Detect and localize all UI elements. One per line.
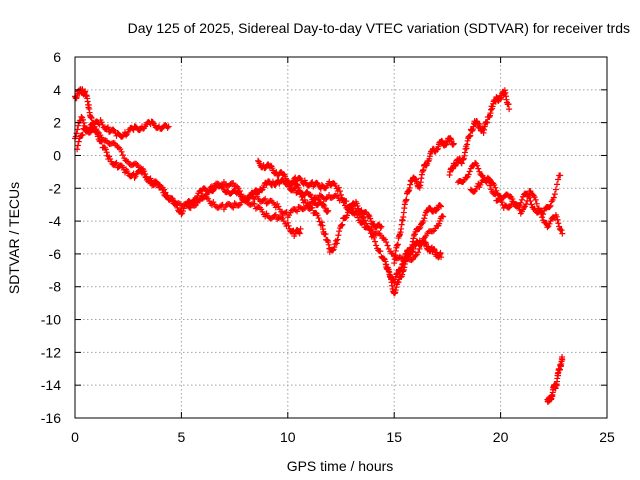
y-tick-label: 6 xyxy=(53,49,61,65)
data-point-markers xyxy=(255,157,332,215)
x-tick-label: 5 xyxy=(178,429,186,445)
data-point-markers xyxy=(382,237,445,297)
data-point-markers xyxy=(446,87,513,179)
plot-frame xyxy=(74,56,608,419)
data-point-markers xyxy=(467,174,566,237)
y-tick-label: -12 xyxy=(41,344,61,360)
x-tick-label: 10 xyxy=(280,429,296,445)
y-tick-label: -8 xyxy=(49,279,62,295)
x-axis-label: GPS time / hours xyxy=(287,458,394,474)
data-point-markers xyxy=(72,86,445,287)
x-tick-label: 25 xyxy=(599,429,615,445)
series-trace-a xyxy=(72,86,445,287)
y-tick-label: 2 xyxy=(53,115,61,131)
data-point-markers xyxy=(74,117,172,153)
grid xyxy=(75,57,607,418)
series-trace-l xyxy=(544,353,566,405)
y-tick-label: -16 xyxy=(41,410,61,426)
x-tick-labels: 0 5 10 15 20 25 xyxy=(71,429,615,445)
series-trace-h xyxy=(391,135,457,267)
series-trace-g xyxy=(382,237,445,297)
chart-title: Day 125 of 2025, Sidereal Day-to-day VTE… xyxy=(128,20,630,36)
y-tick-label: -2 xyxy=(49,180,62,196)
y-tick-label: 4 xyxy=(53,82,61,98)
series-trace-k xyxy=(467,174,566,237)
data-point-markers xyxy=(189,178,304,240)
y-axis-label: SDTVAR / TECUs xyxy=(6,182,22,294)
data-marks xyxy=(72,86,566,405)
data-point-markers xyxy=(544,353,566,405)
y-tick-label: -10 xyxy=(41,312,61,328)
y-tick-label: -6 xyxy=(49,246,62,262)
series-trace-c xyxy=(74,117,172,153)
series-trace-i xyxy=(446,87,513,179)
x-tick-label: 0 xyxy=(71,429,79,445)
series-trace-e xyxy=(255,157,332,215)
series-trace-f xyxy=(284,180,385,256)
y-tick-label: -4 xyxy=(49,213,62,229)
y-tick-labels: -16 -14 -12 -10 -8 -6 -4 -2 0 2 4 6 xyxy=(41,49,61,426)
series-trace-d xyxy=(189,178,304,240)
x-tick-label: 20 xyxy=(493,429,509,445)
data-point-markers xyxy=(284,180,385,256)
x-tick-label: 15 xyxy=(386,429,402,445)
data-point-markers xyxy=(391,135,457,267)
y-tick-label: -14 xyxy=(41,377,61,393)
y-tick-label: 0 xyxy=(53,147,61,163)
axis-ticks xyxy=(74,56,608,419)
